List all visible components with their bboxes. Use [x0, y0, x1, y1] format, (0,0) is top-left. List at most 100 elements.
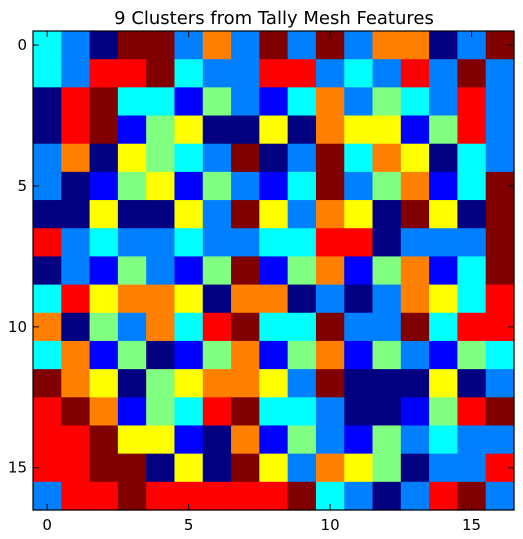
heatmap-cell [61, 453, 91, 483]
heatmap-cell [344, 143, 374, 173]
heatmap-cell [485, 228, 515, 258]
heatmap-cell [202, 228, 232, 258]
heatmap-cell [231, 481, 260, 511]
heatmap-cell [146, 31, 176, 60]
heatmap-cell [146, 284, 176, 314]
heatmap-cell [259, 115, 289, 145]
chart-title: 9 Clusters from Tally Mesh Features [114, 8, 434, 29]
heatmap-cell [429, 143, 459, 173]
heatmap-cell [33, 425, 62, 455]
heatmap-cell [33, 397, 62, 427]
heatmap-cell [202, 312, 232, 342]
heatmap-cell [400, 453, 430, 483]
heatmap-cell [202, 171, 232, 201]
heatmap-cell [61, 369, 91, 398]
heatmap-cell [89, 453, 119, 483]
heatmap-cell [33, 284, 62, 314]
heatmap-cell [231, 228, 260, 258]
heatmap-cell [259, 31, 289, 60]
heatmap-cell [372, 397, 402, 427]
heatmap-cell [231, 256, 260, 286]
heatmap-cell [485, 397, 515, 427]
heatmap-cell [202, 481, 232, 511]
heatmap-cell [89, 369, 119, 398]
heatmap-cell [231, 425, 260, 455]
heatmap-cell [33, 87, 62, 117]
heatmap-cell [89, 200, 119, 229]
heatmap-cell [61, 340, 91, 370]
heatmap-cell [457, 228, 487, 258]
heatmap-cell [372, 87, 402, 117]
heatmap-cell [61, 171, 91, 201]
heatmap-cell [146, 87, 176, 117]
heatmap-cell [429, 425, 459, 455]
heatmap-cell [202, 87, 232, 117]
heatmap-cell [174, 143, 204, 173]
heatmap-cell [259, 312, 289, 342]
heatmap-cell [259, 228, 289, 258]
heatmap-cell [259, 453, 289, 483]
heatmap-cell [202, 115, 232, 145]
heatmap-cell [231, 453, 260, 483]
heatmap-cell [89, 481, 119, 511]
heatmap-cell [174, 397, 204, 427]
heatmap-cell [400, 115, 430, 145]
heatmap-cell [485, 256, 515, 286]
heatmap-cell [117, 200, 147, 229]
heatmap-cell [231, 397, 260, 427]
heatmap-cell [315, 312, 345, 342]
heatmap-cell [457, 59, 487, 88]
heatmap-cell [231, 171, 260, 201]
heatmap-cell [146, 481, 176, 511]
heatmap-cell [372, 256, 402, 286]
heatmap-cell [61, 481, 91, 511]
heatmap-cell [117, 87, 147, 117]
heatmap-cell [146, 115, 176, 145]
heatmap-cell [61, 143, 91, 173]
heatmap-cell [429, 312, 459, 342]
heatmap-cell [89, 397, 119, 427]
heatmap-cell [117, 115, 147, 145]
heatmap-cell [33, 115, 62, 145]
y-tick-label: 5 [17, 177, 27, 195]
heatmap-cell [117, 171, 147, 201]
heatmap-cell [457, 115, 487, 145]
heatmap-cell [89, 143, 119, 173]
heatmap-cell [400, 425, 430, 455]
heatmap-cell [89, 284, 119, 314]
heatmap-cell [146, 171, 176, 201]
heatmap-cell [202, 340, 232, 370]
heatmap-cell [202, 425, 232, 455]
heatmap-cell [259, 171, 289, 201]
heatmap-cell [315, 143, 345, 173]
heatmap-cell [89, 59, 119, 88]
heatmap-cell [429, 397, 459, 427]
heatmap-cell [429, 200, 459, 229]
heatmap-cell [287, 284, 317, 314]
heatmap-cell [89, 340, 119, 370]
heatmap-cell [259, 256, 289, 286]
heatmap-cell [117, 425, 147, 455]
x-tick-label: 0 [42, 516, 52, 534]
heatmap-cell [457, 171, 487, 201]
heatmap-cell [117, 31, 147, 60]
heatmap-cell [457, 284, 487, 314]
heatmap-cell [429, 256, 459, 286]
heatmap-cell [400, 284, 430, 314]
heatmap-cell [344, 481, 374, 511]
heatmap-cell [146, 143, 176, 173]
heatmap-cell [457, 453, 487, 483]
y-tick-label: 0 [17, 36, 27, 54]
heatmap-cell [117, 369, 147, 398]
heatmap-cell [231, 31, 260, 60]
heatmap-cell [33, 256, 62, 286]
heatmap-cell [61, 31, 91, 60]
heatmap-cell [117, 397, 147, 427]
heatmap-cell [315, 228, 345, 258]
heatmap-cell [146, 228, 176, 258]
y-tick-label: 15 [8, 459, 27, 477]
heatmap-cell [344, 453, 374, 483]
heatmap-cell [344, 256, 374, 286]
heatmap-cell [429, 31, 459, 60]
heatmap-cell [372, 340, 402, 370]
